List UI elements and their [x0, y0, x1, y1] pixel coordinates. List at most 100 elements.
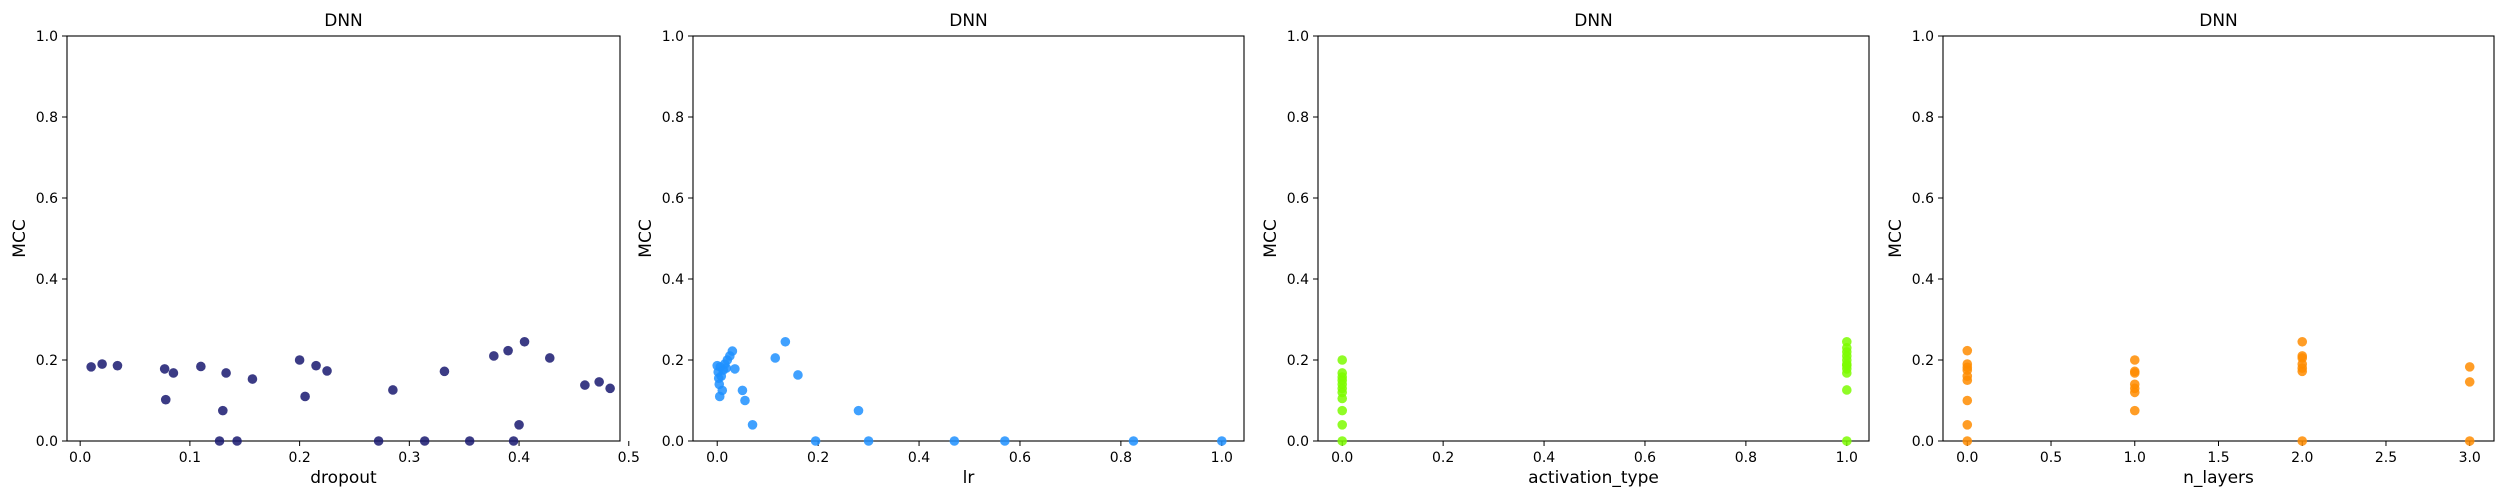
subplot-dropout: DNN dropout MCC 0.0 0.1 0.2 0.3 0.4 0.5 0.0 0.2… — [10, 11, 640, 488]
scatter-point — [853, 405, 864, 416]
scatter-point — [214, 436, 225, 446]
scatter-point — [740, 395, 750, 406]
y-tick-label: 0.2 — [662, 353, 684, 369]
y-tick-label: 0.4 — [1912, 272, 1934, 288]
scatter-point — [168, 368, 179, 378]
scatter-point — [1000, 436, 1010, 446]
x-axis-label: activation_type — [1528, 468, 1659, 488]
y-tick-label: 0.6 — [1912, 191, 1934, 207]
y-axis-label: MCC — [10, 219, 30, 257]
scatter-point — [1962, 436, 1973, 446]
scatter-point — [770, 353, 781, 363]
scatter-point — [717, 385, 728, 396]
scatter-point — [721, 363, 732, 373]
scatter-point — [949, 436, 960, 446]
scatter-point — [2129, 368, 2140, 378]
scatter-point — [747, 420, 758, 430]
x-tick-label: 1.0 — [2124, 450, 2146, 466]
x-tick-label: 0.4 — [1533, 450, 1555, 466]
y-tick-label: 1.0 — [662, 29, 684, 45]
x-tick-label: 0.8 — [1110, 450, 1132, 466]
scatter-point — [311, 360, 321, 371]
subplot-lr: DNN lr MCC 0.0 0.2 0.4 0.6 0.8 1.0 0.0 0.2 0.4 0.… — [636, 11, 1245, 488]
scatter-point — [519, 336, 530, 347]
subplot-title: DNN — [949, 11, 988, 31]
y-tick-label: 0.2 — [1287, 353, 1309, 369]
scatter-point — [196, 361, 206, 372]
x-tick-label: 0.2 — [807, 450, 829, 466]
subplot-title: DNN — [2199, 11, 2238, 31]
y-tick-label: 0.0 — [36, 434, 58, 450]
scatter-point — [221, 368, 231, 378]
scatter-point — [419, 436, 430, 446]
y-tick-label: 0.6 — [36, 191, 58, 207]
x-tick-label: 1.5 — [2207, 450, 2229, 466]
scatter-point — [2297, 366, 2308, 377]
scatter-point — [373, 436, 384, 446]
y-tick-label: 0.2 — [36, 353, 58, 369]
scatter-point — [2129, 355, 2140, 365]
scatter-point — [294, 355, 305, 365]
scatter-point — [544, 353, 555, 363]
y-tick-label: 1.0 — [1912, 29, 1934, 45]
y-tick-label: 0.6 — [1287, 191, 1309, 207]
scatter-point — [730, 364, 740, 374]
y-tick-label: 0.4 — [36, 272, 58, 288]
scatter-point — [159, 364, 170, 374]
scatter-point — [247, 374, 258, 384]
x-tick-label: 0.8 — [1735, 450, 1757, 466]
scatter-point — [1337, 436, 1348, 446]
x-tick-label: 1.0 — [1211, 450, 1233, 466]
scatter-point — [2464, 436, 2475, 446]
scatter-point — [1128, 436, 1139, 446]
x-tick-label: 3.0 — [2459, 450, 2481, 466]
scatter-point — [322, 366, 332, 376]
scatter-point — [508, 436, 519, 446]
x-tick-label: 0.6 — [1009, 450, 1031, 466]
scatter-point — [605, 383, 615, 394]
scatter-point — [2129, 405, 2140, 416]
scatter-point — [1841, 385, 1852, 395]
scatter-point — [1337, 393, 1348, 404]
subplot-n-layers: DNN n_layers MCC 0.0 0.5 1.0 1.5 2.0 2.5 3.0 0.… — [1886, 11, 2495, 488]
plot-frame — [692, 35, 1245, 442]
y-tick-label: 0.0 — [1287, 434, 1309, 450]
x-tick-label: 0.6 — [1634, 450, 1656, 466]
scatter-point — [489, 351, 499, 361]
plot-frame — [66, 35, 621, 442]
y-axis-label: MCC — [636, 219, 656, 257]
x-tick-label: 0.0 — [1956, 450, 1978, 466]
x-tick-label: 0.0 — [706, 450, 728, 466]
x-tick-label: 1.0 — [1836, 450, 1858, 466]
scatter-point — [1962, 420, 1973, 430]
y-tick-label: 0.2 — [1912, 353, 1934, 369]
y-tick-label: 0.0 — [662, 434, 684, 450]
scatter-point — [1841, 436, 1852, 446]
scatter-point — [300, 391, 310, 402]
scatter-point — [580, 380, 590, 390]
scatter-point — [112, 360, 123, 371]
x-tick-label: 0.2 — [288, 450, 310, 466]
plot-frame — [1942, 35, 2495, 442]
y-tick-label: 0.4 — [1287, 272, 1309, 288]
scatter-point — [2464, 377, 2475, 387]
scatter-point — [86, 362, 96, 372]
scatter-point — [1962, 345, 1973, 356]
scatter-point — [863, 436, 874, 446]
x-tick-label: 0.0 — [1331, 450, 1353, 466]
scatter-point — [1962, 395, 1973, 406]
x-tick-label: 0.2 — [1432, 450, 1454, 466]
scatter-point — [737, 385, 748, 396]
subplot-title: DNN — [324, 11, 363, 31]
x-tick-label: 0.1 — [179, 450, 201, 466]
x-axis-label: dropout — [310, 468, 377, 488]
x-tick-label: 2.0 — [2291, 450, 2313, 466]
x-tick-label: 0.0 — [69, 450, 91, 466]
scatter-point — [2129, 387, 2140, 398]
scatter-point — [1216, 436, 1227, 446]
scatter-point — [97, 359, 107, 369]
scatter-point — [503, 345, 513, 356]
scatter-point — [2297, 336, 2308, 347]
y-tick-label: 1.0 — [1287, 29, 1309, 45]
